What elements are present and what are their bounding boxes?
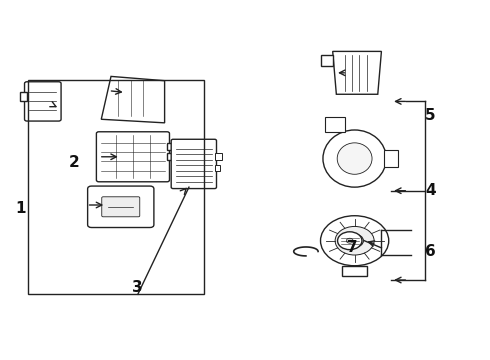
- Bar: [167, 153, 174, 160]
- Text: 4: 4: [425, 183, 436, 198]
- Text: 3: 3: [132, 280, 143, 295]
- Text: 1: 1: [16, 201, 26, 216]
- Circle shape: [338, 232, 362, 249]
- Bar: [325, 117, 345, 132]
- Ellipse shape: [323, 130, 386, 187]
- Circle shape: [346, 234, 364, 247]
- FancyBboxPatch shape: [24, 82, 61, 121]
- Text: 6: 6: [425, 244, 436, 259]
- Circle shape: [320, 216, 389, 266]
- Circle shape: [346, 238, 353, 243]
- Bar: [20, 93, 27, 102]
- Text: 7: 7: [347, 240, 358, 255]
- Text: 2: 2: [69, 155, 80, 170]
- Circle shape: [335, 226, 374, 255]
- Polygon shape: [101, 76, 165, 123]
- Bar: [215, 165, 220, 171]
- FancyBboxPatch shape: [88, 186, 154, 228]
- Bar: [384, 150, 398, 167]
- Ellipse shape: [337, 143, 372, 174]
- Bar: [343, 266, 367, 276]
- FancyBboxPatch shape: [171, 139, 217, 189]
- Text: 5: 5: [425, 108, 436, 123]
- FancyBboxPatch shape: [97, 132, 170, 182]
- Bar: [215, 153, 222, 160]
- Bar: [28, 80, 203, 294]
- Polygon shape: [333, 51, 381, 94]
- Bar: [167, 143, 173, 150]
- FancyBboxPatch shape: [102, 197, 140, 217]
- Bar: [320, 55, 333, 66]
